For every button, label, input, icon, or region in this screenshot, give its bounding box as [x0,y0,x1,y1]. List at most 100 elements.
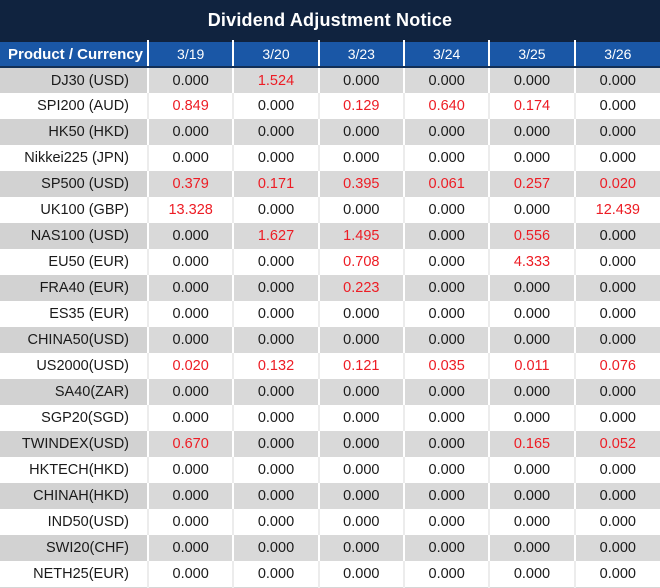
value-cell: 0.000 [148,327,235,353]
product-cell: FRA40 (EUR) [0,275,149,301]
value-cell: 0.000 [403,509,491,535]
value-cell: 0.000 [148,67,235,93]
value-cell: 0.000 [148,119,235,145]
value-cell: 0.000 [233,249,320,275]
table-row: CHINAH(HKD) 0.000 0.000 0.000 0.000 0.000 0.00… [0,483,660,509]
value-cell: 1.524 [233,67,320,93]
value-cell: 0.000 [148,509,235,535]
value-cell: 0.000 [148,223,235,249]
value-cell: 0.000 [318,301,405,327]
date-column-header: 3/25 [489,40,576,68]
table-row: DJ30 (USD) 0.000 1.524 0.000 0.000 0.000 0.000 [0,67,660,93]
value-cell: 0.000 [233,509,320,535]
title-bar: Dividend Adjustment Notice [0,0,660,40]
value-cell: 0.000 [233,275,320,301]
value-cell: 0.061 [403,171,491,197]
value-cell: 0.000 [489,457,576,483]
value-cell: 0.000 [403,431,491,457]
value-cell: 0.000 [574,93,660,119]
product-cell: HK50 (HKD) [0,119,149,145]
table-row: NAS100 (USD) 0.000 1.627 1.495 0.000 0.556 0.0… [0,223,660,249]
table-row: IND50(USD) 0.000 0.000 0.000 0.000 0.000 0.000 [0,509,660,535]
value-cell: 0.000 [148,301,235,327]
value-cell: 0.000 [403,327,491,353]
value-cell: 0.000 [403,249,491,275]
value-cell: 0.000 [489,483,576,509]
value-cell: 0.129 [318,93,405,119]
value-cell: 13.328 [148,197,235,223]
product-cell: US2000(USD) [0,353,149,379]
value-cell: 0.223 [318,275,405,301]
value-cell: 0.000 [403,379,491,405]
value-cell: 0.000 [318,535,405,561]
value-cell: 0.000 [233,379,320,405]
value-cell: 1.495 [318,223,405,249]
table-row: US2000(USD) 0.020 0.132 0.121 0.035 0.011 0.07… [0,353,660,379]
value-cell: 0.165 [489,431,576,457]
table-row: EU50 (EUR) 0.000 0.000 0.708 0.000 4.333 0.000 [0,249,660,275]
product-cell: HKTECH(HKD) [0,457,149,483]
value-cell: 0.000 [403,119,491,145]
date-column-header: 3/23 [318,40,405,68]
product-cell: NETH25(EUR) [0,561,149,588]
value-cell: 0.000 [318,509,405,535]
value-cell: 0.000 [574,223,660,249]
table-row: NETH25(EUR) 0.000 0.000 0.000 0.000 0.000 0.00… [0,561,660,588]
value-cell: 0.000 [233,457,320,483]
value-cell: 0.556 [489,223,576,249]
product-cell: NAS100 (USD) [0,223,149,249]
value-cell: 0.000 [574,483,660,509]
value-cell: 0.000 [574,561,660,588]
value-cell: 0.000 [574,67,660,93]
table-row: SPI200 (AUD) 0.849 0.000 0.129 0.640 0.174 0.0… [0,93,660,119]
value-cell: 0.000 [148,457,235,483]
value-cell: 0.000 [403,561,491,588]
value-cell: 0.000 [318,379,405,405]
table-row: TWINDEX(USD) 0.670 0.000 0.000 0.000 0.165 0.0… [0,431,660,457]
value-cell: 0.000 [489,509,576,535]
product-cell: DJ30 (USD) [0,67,149,93]
value-cell: 0.000 [403,67,491,93]
table-header-row: Product / Currency 3/19 3/20 3/23 3/24 3… [0,40,660,68]
value-cell: 0.000 [233,431,320,457]
value-cell: 0.000 [574,509,660,535]
value-cell: 0.000 [489,145,576,171]
value-cell: 0.000 [574,457,660,483]
value-cell: 0.000 [233,483,320,509]
value-cell: 0.000 [318,67,405,93]
value-cell: 0.000 [318,119,405,145]
value-cell: 0.000 [489,561,576,588]
table-row: SA40(ZAR) 0.000 0.000 0.000 0.000 0.000 0.000 [0,379,660,405]
value-cell: 0.000 [574,405,660,431]
value-cell: 0.011 [489,353,576,379]
value-cell: 0.000 [318,457,405,483]
value-cell: 0.000 [233,93,320,119]
value-cell: 0.000 [233,561,320,588]
value-cell: 0.708 [318,249,405,275]
table-row: HK50 (HKD) 0.000 0.000 0.000 0.000 0.000 0.000 [0,119,660,145]
value-cell: 0.020 [148,353,235,379]
value-cell: 0.000 [489,379,576,405]
value-cell: 0.000 [574,275,660,301]
table-row: CHINA50(USD) 0.000 0.000 0.000 0.000 0.000 0.0… [0,327,660,353]
value-cell: 0.000 [318,483,405,509]
value-cell: 0.000 [403,223,491,249]
table-row: Nikkei225 (JPN) 0.000 0.000 0.000 0.000 0.000… [0,145,660,171]
value-cell: 0.000 [489,197,576,223]
value-cell: 0.000 [148,405,235,431]
value-cell: 0.052 [574,431,660,457]
product-cell: UK100 (GBP) [0,197,149,223]
table-row: FRA40 (EUR) 0.000 0.000 0.223 0.000 0.000 0.00… [0,275,660,301]
product-currency-header: Product / Currency [0,40,149,68]
date-column-header: 3/24 [403,40,491,68]
value-cell: 0.000 [318,145,405,171]
product-cell: ES35 (EUR) [0,301,149,327]
value-cell: 0.174 [489,93,576,119]
table-body: DJ30 (USD) 0.000 1.524 0.000 0.000 0.000 0.000… [0,67,660,588]
value-cell: 0.000 [318,327,405,353]
value-cell: 0.000 [489,405,576,431]
page-title: Dividend Adjustment Notice [207,9,453,30]
value-cell: 0.000 [148,379,235,405]
date-column-header: 3/26 [574,40,660,68]
